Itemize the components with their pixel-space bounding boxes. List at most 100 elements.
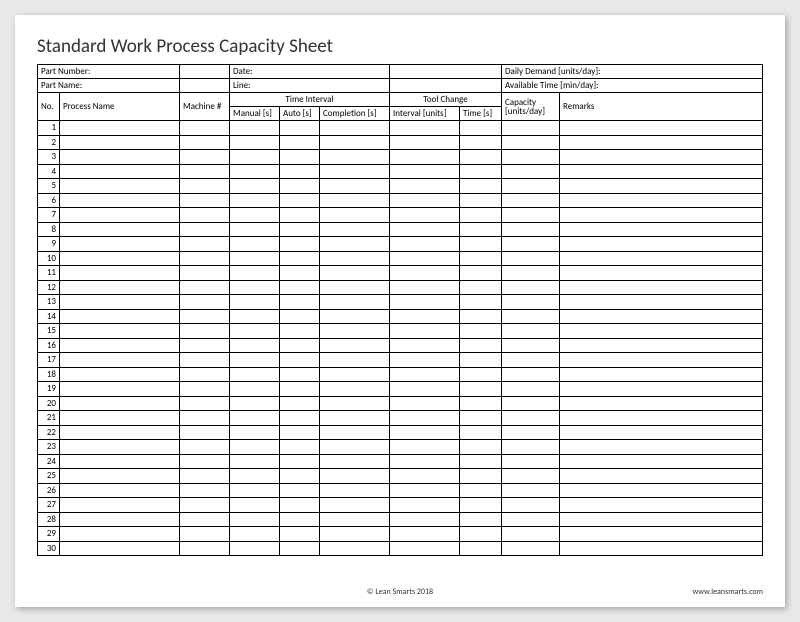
row-number: 6 (38, 193, 60, 208)
row-number: 11 (38, 266, 60, 281)
table-row: 27 (38, 498, 763, 513)
empty-cell (60, 324, 180, 339)
row-number: 14 (38, 309, 60, 324)
empty-cell (180, 396, 230, 411)
empty-cell (390, 266, 460, 281)
capacity-sheet-page: Standard Work Process Capacity Sheet Par… (15, 15, 785, 607)
empty-cell (560, 367, 763, 382)
empty-cell (280, 280, 320, 295)
empty-cell (60, 469, 180, 484)
empty-cell (460, 237, 502, 252)
empty-cell (180, 222, 230, 237)
empty-cell (280, 382, 320, 397)
empty-cell (320, 193, 390, 208)
empty-cell (280, 164, 320, 179)
empty-cell (230, 483, 280, 498)
empty-cell (320, 208, 390, 223)
empty-cell (390, 527, 460, 542)
empty-cell (60, 338, 180, 353)
empty-cell (60, 411, 180, 426)
row-number: 13 (38, 295, 60, 310)
empty-cell (60, 382, 180, 397)
empty-cell (560, 309, 763, 324)
footer-url: www.leansmarts.com (693, 587, 763, 597)
empty-cell (460, 150, 502, 165)
empty-cell (502, 425, 560, 440)
empty-cell (280, 309, 320, 324)
row-number: 2 (38, 135, 60, 150)
empty-cell (390, 483, 460, 498)
empty-cell (60, 135, 180, 150)
table-row: 20 (38, 396, 763, 411)
empty-cell (502, 150, 560, 165)
empty-cell (230, 295, 280, 310)
row-number: 20 (38, 396, 60, 411)
empty-cell (60, 266, 180, 281)
empty-cell (460, 164, 502, 179)
empty-cell (280, 353, 320, 368)
row-number: 10 (38, 251, 60, 266)
col-capacity-header: Capacity [units/day] (502, 93, 560, 121)
time-interval-group-header: Time Interval (230, 93, 390, 107)
empty-cell (560, 280, 763, 295)
empty-cell (560, 382, 763, 397)
empty-cell (280, 193, 320, 208)
empty-cell (560, 164, 763, 179)
table-row: 19 (38, 382, 763, 397)
empty-cell (390, 222, 460, 237)
empty-cell (280, 338, 320, 353)
empty-cell (320, 527, 390, 542)
empty-cell (460, 121, 502, 136)
empty-cell (560, 135, 763, 150)
empty-cell (280, 135, 320, 150)
empty-cell (60, 425, 180, 440)
empty-cell (390, 411, 460, 426)
col-manual-header: Manual [s] (230, 107, 280, 121)
empty-cell (390, 367, 460, 382)
empty-cell (320, 280, 390, 295)
table-row: 8 (38, 222, 763, 237)
empty-cell (460, 527, 502, 542)
empty-cell (390, 512, 460, 527)
empty-cell (180, 498, 230, 513)
line-label: Line: (230, 79, 390, 93)
empty-cell (390, 396, 460, 411)
empty-cell (502, 208, 560, 223)
empty-cell (180, 324, 230, 339)
row-number: 3 (38, 150, 60, 165)
empty-cell (560, 179, 763, 194)
empty-cell (560, 222, 763, 237)
date-value (390, 65, 502, 79)
empty-cell (390, 425, 460, 440)
table-row: 11 (38, 266, 763, 281)
empty-cell (230, 222, 280, 237)
empty-cell (280, 324, 320, 339)
empty-cell (280, 266, 320, 281)
empty-cell (390, 454, 460, 469)
empty-cell (230, 309, 280, 324)
tool-change-group-header: Tool Change (390, 93, 502, 107)
empty-cell (320, 367, 390, 382)
line-value (390, 79, 502, 93)
empty-cell (280, 498, 320, 513)
table-row: 21 (38, 411, 763, 426)
column-group-row: No. Process Name Machine # Time Interval… (38, 93, 763, 107)
empty-cell (390, 251, 460, 266)
empty-cell (60, 396, 180, 411)
empty-cell (230, 425, 280, 440)
row-number: 4 (38, 164, 60, 179)
page-title: Standard Work Process Capacity Sheet (37, 35, 763, 58)
empty-cell (390, 353, 460, 368)
empty-cell (502, 309, 560, 324)
empty-cell (320, 512, 390, 527)
empty-cell (460, 295, 502, 310)
empty-cell (230, 135, 280, 150)
row-number: 26 (38, 483, 60, 498)
empty-cell (560, 338, 763, 353)
empty-cell (460, 222, 502, 237)
empty-cell (460, 135, 502, 150)
empty-cell (390, 324, 460, 339)
empty-cell (60, 541, 180, 556)
empty-cell (390, 382, 460, 397)
empty-cell (320, 483, 390, 498)
